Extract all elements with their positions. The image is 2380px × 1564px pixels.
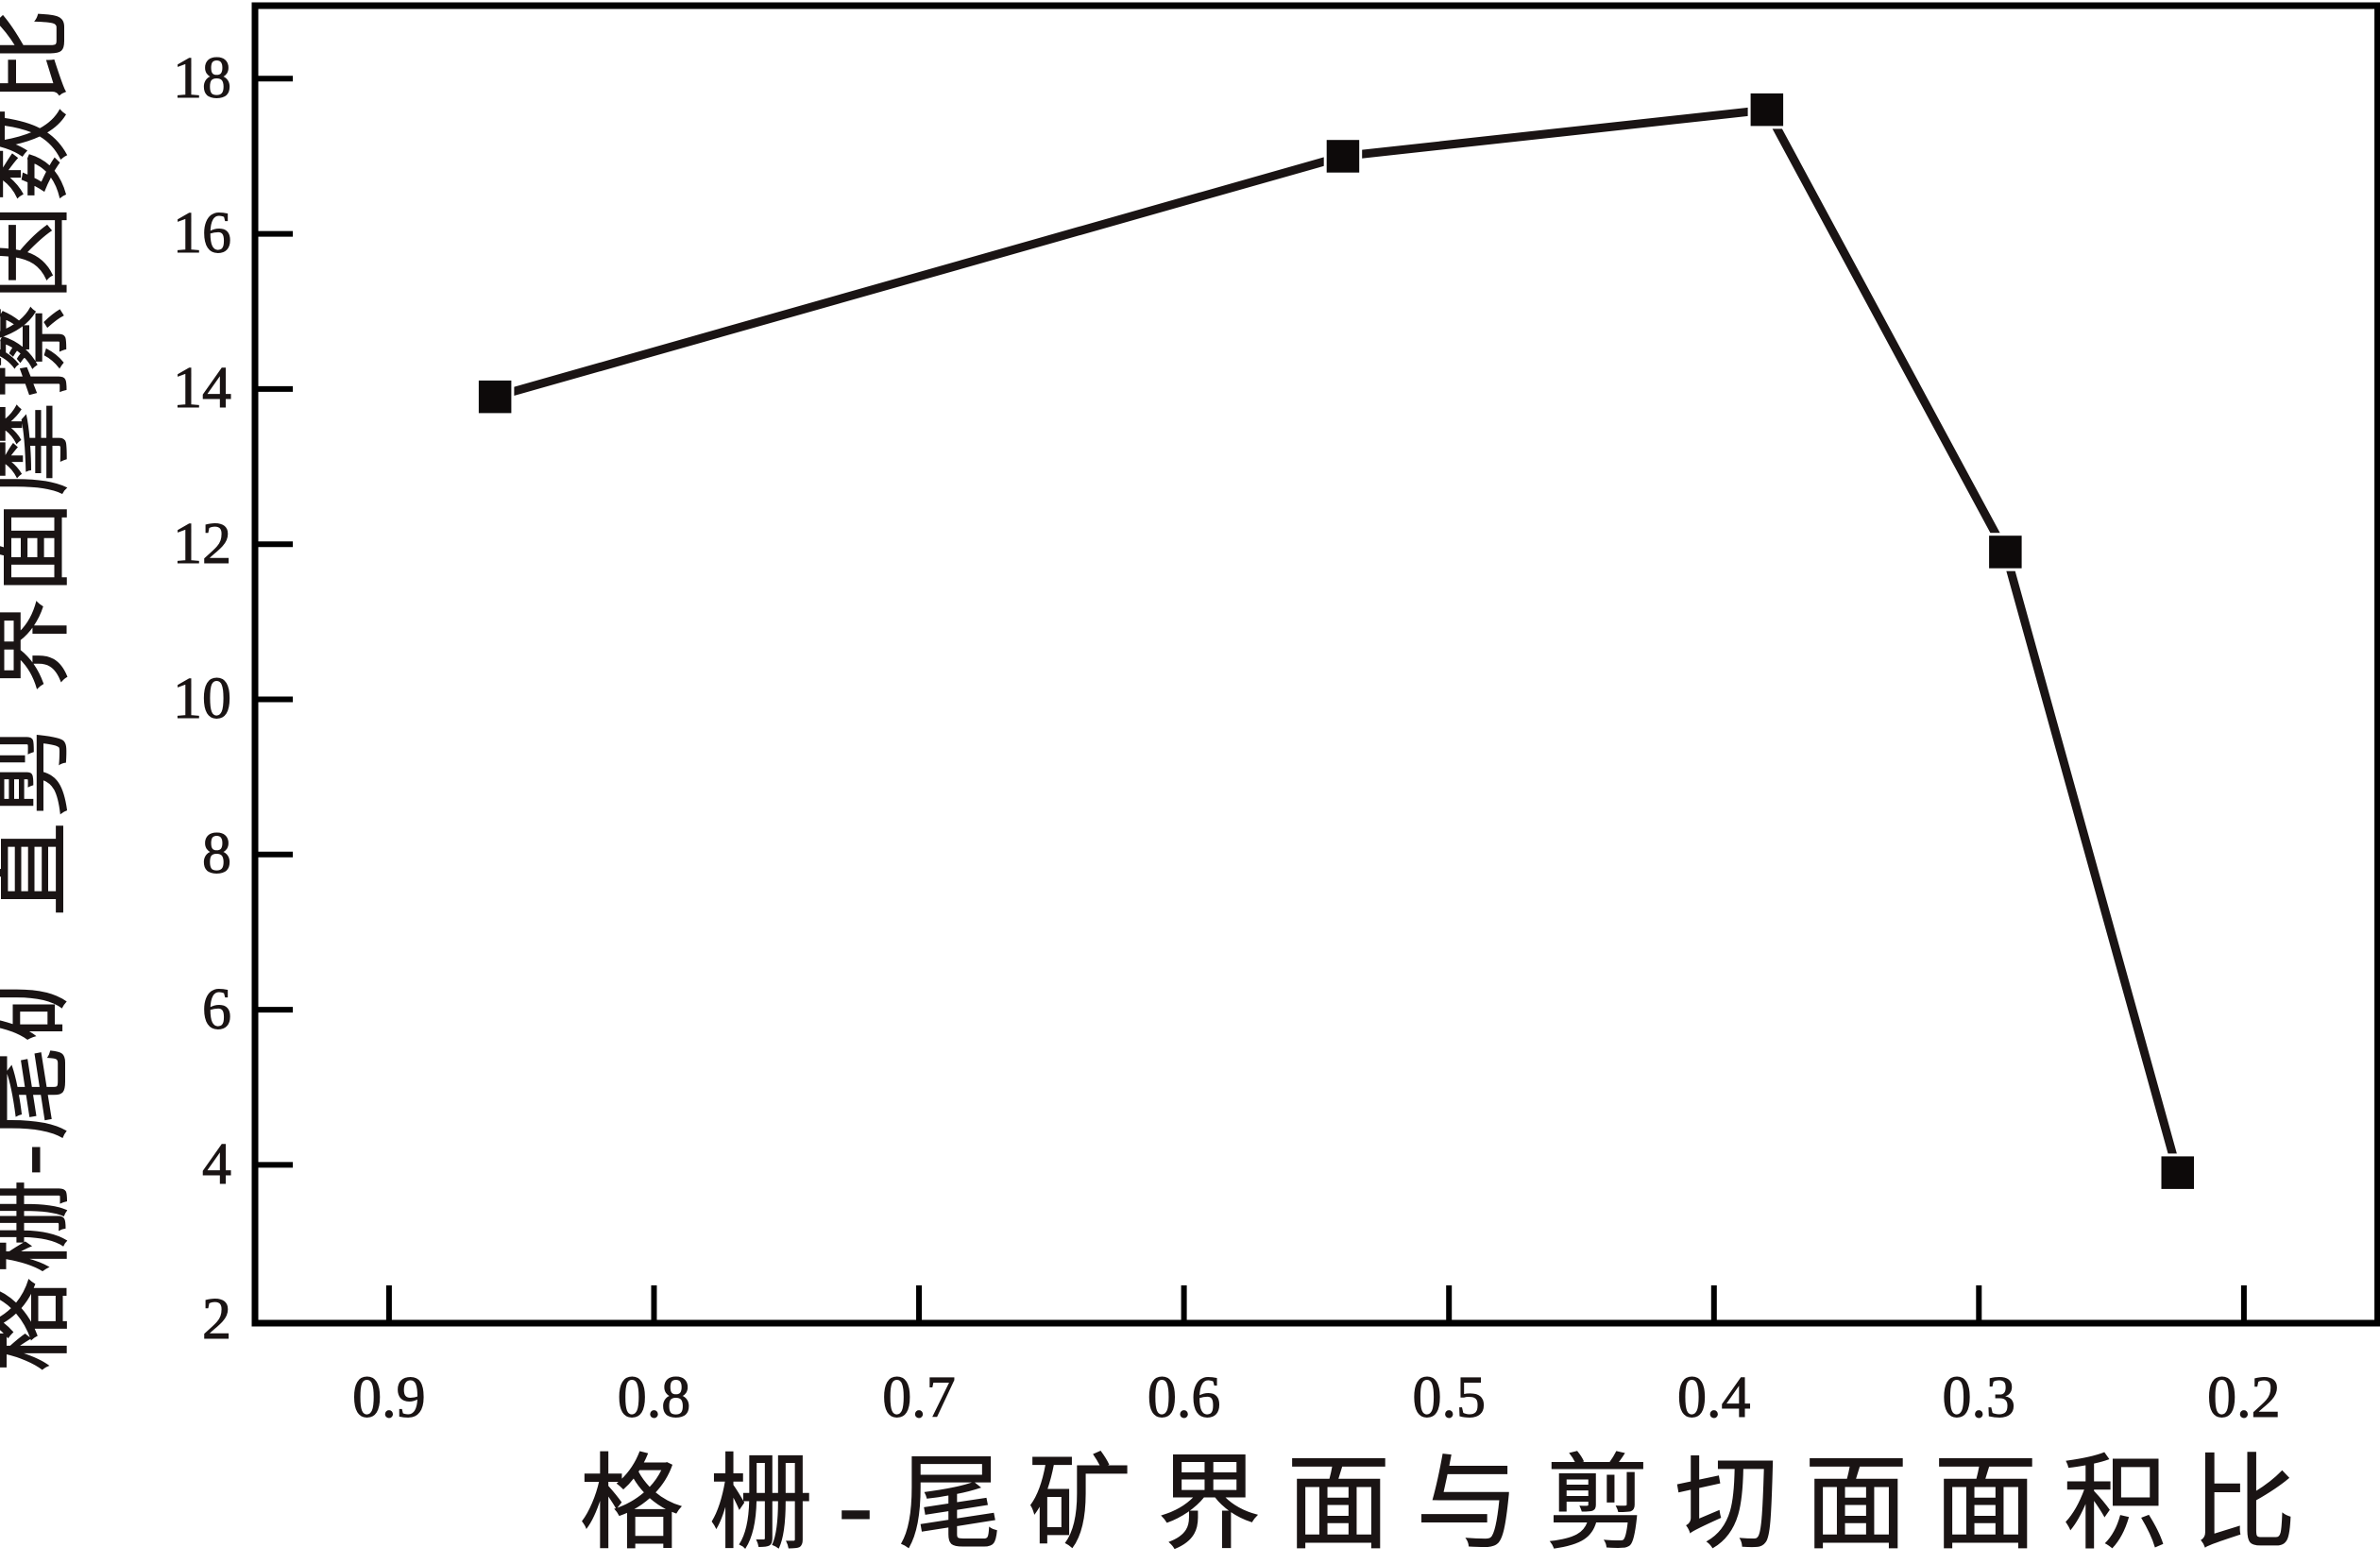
svg-text:0.5: 0.5: [1412, 1366, 1486, 1430]
svg-text:0.3: 0.3: [1943, 1366, 2016, 1430]
svg-text:格栅-尾矿界面与剪切面面积比: 格栅-尾矿界面与剪切面面积比: [580, 1447, 2322, 1559]
svg-text:0.4: 0.4: [1677, 1366, 1751, 1430]
svg-text:10: 10: [173, 667, 231, 731]
svg-text:4: 4: [202, 1132, 231, 1197]
svg-text:0.2: 0.2: [2207, 1366, 2281, 1430]
svg-text:0.6: 0.6: [1148, 1366, 1221, 1430]
svg-text:6: 6: [202, 978, 231, 1042]
svg-text:8: 8: [202, 822, 231, 886]
svg-text:2: 2: [202, 1287, 231, 1352]
svg-text:18: 18: [173, 46, 231, 110]
svg-text:格栅-尾矿 直剪 界面摩擦因数比: 格栅-尾矿 直剪 界面摩擦因数比: [0, 5, 79, 1371]
svg-text:0.7: 0.7: [882, 1366, 956, 1430]
svg-text:0.8: 0.8: [618, 1366, 691, 1430]
svg-text:12: 12: [173, 512, 231, 576]
svg-text:0.9: 0.9: [352, 1366, 426, 1430]
svg-text:16: 16: [173, 201, 231, 265]
svg-text:14: 14: [173, 356, 231, 420]
